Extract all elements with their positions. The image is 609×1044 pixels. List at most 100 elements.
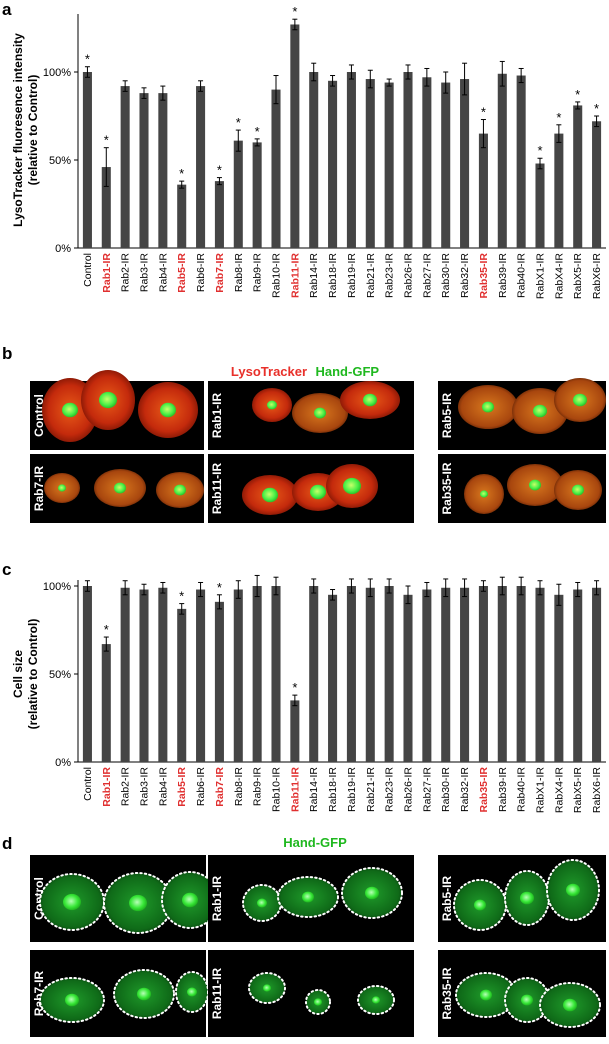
cell [242, 475, 298, 515]
error-bar [424, 67, 430, 87]
error-bar [518, 67, 524, 84]
bar-rab19-ir [346, 72, 356, 248]
nucleus [343, 477, 361, 495]
cell [242, 884, 282, 922]
category-label: Rab7-IR [214, 253, 226, 293]
category-label: RabX6-IR [591, 767, 603, 814]
micrograph-label: Rab11-IR [210, 967, 224, 1019]
micrograph-d-rab5-ir: Rab5-IR [438, 855, 606, 942]
category-label: Rab7-IR [214, 767, 226, 807]
micrograph-rab7-ir: Rab7-IR [30, 454, 204, 523]
panel-b-title: LysoTracker Hand-GFP [231, 363, 379, 380]
error-bar [556, 124, 562, 143]
nucleus [58, 484, 66, 492]
nucleus [263, 984, 271, 992]
error-bar [311, 62, 317, 82]
category-label: Rab35-IR [478, 253, 490, 299]
category-label: RabX6-IR [591, 253, 603, 300]
bar-rab18-ir [328, 594, 338, 762]
bar-control [82, 586, 92, 762]
error-bar [386, 78, 392, 87]
y-tick-label: 50% [49, 155, 71, 167]
micrograph-d-rab35-ir: Rab35-IR [438, 950, 606, 1037]
category-label: Rab3-IR [139, 253, 151, 293]
category-label: Rab6-IR [195, 253, 207, 293]
nucleus [520, 891, 534, 905]
micrograph-rab35-ir: Rab35-IR [438, 454, 606, 523]
cell [507, 464, 563, 506]
error-bar [216, 594, 222, 610]
bar-rab27-ir [422, 77, 432, 248]
bar-rab5-ir [177, 184, 187, 248]
category-label: Rab2-IR [120, 253, 132, 293]
micrograph-rab11-ir: Rab11-IR [208, 454, 414, 523]
cell [292, 393, 348, 433]
bar-rab10-ir [271, 89, 281, 248]
category-label: Rab11-IR [289, 253, 301, 298]
micrograph-label: Rab11-IR [210, 462, 224, 514]
error-bar [462, 578, 468, 598]
bar-rab21-ir [365, 79, 375, 248]
cell-outline [277, 876, 339, 918]
nucleus [365, 886, 379, 900]
cell-outline [305, 989, 331, 1015]
significance-star: * [292, 680, 297, 695]
nucleus [65, 993, 79, 1007]
significance-star: * [556, 110, 561, 125]
error-bar [405, 585, 411, 605]
nucleus [572, 484, 584, 496]
nucleus [529, 479, 541, 491]
category-label: Rab18-IR [327, 253, 339, 298]
error-bar [235, 580, 241, 599]
error-bar [348, 64, 354, 80]
error-bar [367, 69, 373, 89]
cell [554, 378, 606, 422]
cell [554, 470, 602, 510]
significance-star: * [537, 143, 542, 158]
bar-rab7-ir [214, 181, 224, 248]
panel-b-title-red: LysoTracker [231, 364, 307, 379]
bar-rab1-ir [101, 644, 111, 762]
cell-outline [357, 985, 395, 1015]
error-bar [84, 580, 90, 592]
category-label: Rab14-IR [308, 253, 320, 298]
category-label: Rab10-IR [271, 253, 283, 298]
nucleus [314, 998, 322, 1006]
nucleus [99, 391, 117, 409]
bar-rab14-ir [309, 72, 319, 248]
category-label: Rab4-IR [157, 253, 169, 293]
cell [248, 972, 286, 1004]
cell [340, 381, 400, 419]
error-bar [480, 580, 486, 592]
micrograph-label: Rab35-IR [440, 967, 454, 1019]
bar-rab21-ir [365, 587, 375, 762]
error-bar [443, 71, 449, 94]
bar-rabx4-ir [554, 594, 564, 762]
bar-rab14-ir [309, 586, 319, 762]
error-bar [198, 581, 204, 598]
nucleus [363, 393, 377, 407]
cell-outline [248, 972, 286, 1004]
significance-star: * [217, 580, 222, 595]
category-label: Control [82, 767, 94, 801]
chart-lysotracker-intensity: 0% 50% 100%LysoTracker fluoresence intensi… [11, 4, 606, 299]
y-tick-label: 100% [43, 67, 71, 79]
bar-rab32-ir [460, 587, 470, 762]
category-label: Rab27-IR [421, 767, 433, 812]
error-bar [537, 580, 543, 596]
panel-b-title-green: Hand-GFP [316, 364, 380, 379]
category-label: Rab5-IR [176, 253, 188, 293]
y-tick-label: 100% [43, 581, 71, 593]
micrograph-d-rab1-ir: Rab1-IR [208, 855, 414, 942]
bar-control [82, 72, 92, 248]
error-bar [462, 62, 468, 96]
cell [341, 867, 403, 919]
nucleus [129, 894, 147, 912]
bar-rab32-ir [460, 79, 470, 248]
y-axis-label: Cell size(relative to Control) [11, 619, 40, 730]
bar-rab5-ir [177, 608, 187, 762]
micrograph-label: Rab1-IR [210, 875, 224, 921]
nucleus [521, 994, 533, 1006]
bar-rabx5-ir [573, 589, 583, 762]
nucleus [302, 891, 314, 903]
